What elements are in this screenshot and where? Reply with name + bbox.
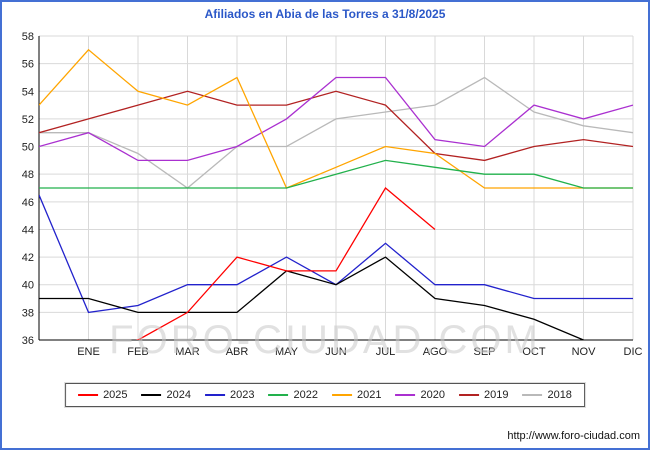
series-2022 xyxy=(39,159,633,189)
series-2018 xyxy=(39,76,633,189)
line-chart: 36 38 40 42 44 46 48 50 52 54 56 58 ENE FEB MAR ABR MAY J… xyxy=(22,31,643,358)
x-tick-label: FEB xyxy=(127,346,148,358)
legend-color-line xyxy=(458,394,479,396)
legend-label: 2024 xyxy=(166,389,192,401)
series-2025 xyxy=(135,187,436,340)
y-tick-label: 52 xyxy=(22,114,34,126)
site-url[interactable]: http://www.foro-ciudad.com xyxy=(507,430,640,442)
x-tick-label: NOV xyxy=(572,346,597,358)
y-tick-label: 58 xyxy=(22,31,34,43)
x-tick-label: AGO xyxy=(423,346,448,358)
legend-item-2019: 2019 xyxy=(458,389,509,401)
y-tick-label: 44 xyxy=(22,224,34,236)
x-tick-label: SEP xyxy=(473,346,495,358)
legend-label: 2025 xyxy=(103,389,128,401)
page-title: Afiliados en Abia de las Torres a 31/8/2… xyxy=(204,7,446,21)
y-tick-label: 40 xyxy=(22,280,34,292)
y-tick-label: 46 xyxy=(22,197,34,209)
legend-color-line xyxy=(78,394,99,396)
series-2021 xyxy=(39,48,633,189)
y-tick-label: 54 xyxy=(22,86,34,98)
legend-label: 2020 xyxy=(420,389,445,401)
legend-color-line xyxy=(332,394,352,396)
series-2020 xyxy=(39,76,633,162)
legend-item-2018: 2018 xyxy=(522,389,572,401)
legend-color-line xyxy=(522,394,543,396)
legend-item-2024: 2024 xyxy=(141,389,192,401)
legend-label: 2018 xyxy=(547,389,572,401)
chart-area: 36 38 40 42 44 46 48 50 52 54 56 58 ENE FEB MAR ABR MAY J… xyxy=(5,28,648,368)
legend-item-2022: 2022 xyxy=(268,389,318,401)
legend-color-line xyxy=(141,394,162,396)
legend-item-2021: 2021 xyxy=(332,389,381,401)
x-tick-label: OCT xyxy=(522,346,546,358)
y-tick-label: 56 xyxy=(22,59,34,71)
series-2019 xyxy=(39,90,633,162)
x-tick-label: ENE xyxy=(77,346,100,358)
legend-label: 2019 xyxy=(483,389,509,401)
x-tick-label: ABR xyxy=(226,346,249,358)
legend-label: 2023 xyxy=(230,389,255,401)
x-tick-label: JUL xyxy=(376,346,396,358)
y-tick-label: 50 xyxy=(22,142,34,154)
x-tick-label: DIC xyxy=(624,346,643,358)
y-tick-label: 38 xyxy=(22,307,34,319)
x-tick-label: JUN xyxy=(325,346,346,358)
x-tick-label: MAY xyxy=(275,346,299,358)
y-tick-label: 36 xyxy=(22,335,34,347)
legend-item-2020: 2020 xyxy=(395,389,445,401)
legend-label: 2021 xyxy=(357,389,382,401)
series-2024 xyxy=(39,256,586,340)
legend-color-line xyxy=(205,394,226,396)
y-tick-label: 48 xyxy=(22,169,34,181)
legend-label: 2022 xyxy=(293,389,318,401)
x-tick-label: MAR xyxy=(175,346,200,358)
legend: 2025 2024 2023 2022 2021 2020 2019 2018 xyxy=(64,382,586,408)
legend-item-2025: 2025 xyxy=(78,389,128,401)
legend-color-line xyxy=(268,394,289,396)
legend-item-2023: 2023 xyxy=(205,389,255,401)
y-tick-label: 42 xyxy=(22,252,34,264)
legend-color-line xyxy=(395,394,416,396)
